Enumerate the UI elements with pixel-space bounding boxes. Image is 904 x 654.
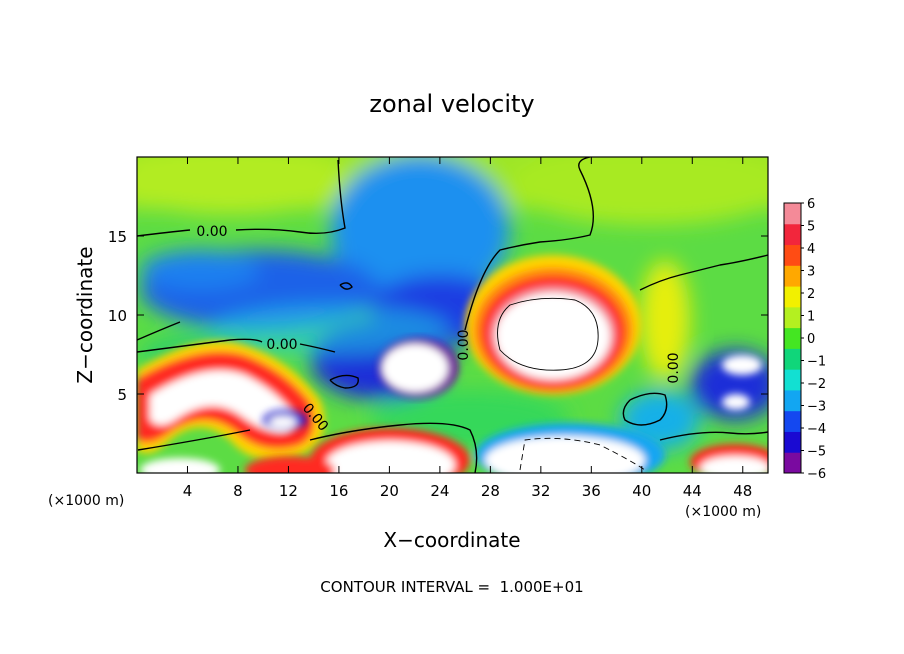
colorbar-tick-label: −3 [807,400,826,415]
x-tick-label: 12 [279,482,298,500]
colorbar-swatch [784,223,801,246]
colorbar-swatch [784,265,801,287]
colorbar-swatch [784,348,801,370]
velocity-field [137,157,768,473]
colorbar-tick-label: −2 [807,377,826,392]
colorbar-tick-label: 2 [807,287,815,302]
y-axis: 5 10 15 [108,228,768,404]
x-axis-label: X−coordinate [383,528,520,552]
x-tick-label: 44 [683,482,702,500]
colorbar-tick-label: 3 [807,265,815,280]
y-tick-label: 15 [108,228,127,246]
x-tick-label: 40 [632,482,651,500]
colorbar-swatch [784,431,801,453]
colorbar-swatch [784,203,801,225]
x-tick-label: 16 [329,482,348,500]
x-unit-right: (×1000 m) [685,504,761,520]
y-tick-label: 10 [108,307,127,325]
colorbar-swatch [784,369,801,391]
x-tick-label: 36 [582,482,601,500]
colorbar-swatch [784,286,801,308]
x-tick-label: 28 [481,482,500,500]
colorbar-swatch [784,306,801,329]
chart-title: zonal velocity [369,90,534,118]
contour-label: 0.00 [266,337,297,353]
colorbar-tick-label: −6 [807,467,826,482]
colorbar-swatch [784,410,801,432]
x-tick-label: 20 [380,482,399,500]
colorbar-tick-label: 1 [807,310,815,325]
colorbar-tick-label: −4 [807,422,826,437]
colorbar-swatch [784,244,801,266]
y-tick-label: 5 [117,386,127,404]
x-tick-label: 48 [733,482,752,500]
x-tick-label: 24 [430,482,449,500]
contour-label: 0.00 [666,352,682,383]
colorbar-swatch [784,389,801,412]
colorbar-tick-label: −5 [807,445,826,460]
contour-label: 0.00 [196,224,227,240]
x-tick-label: 8 [233,482,243,500]
x-tick-label: 32 [531,482,550,500]
colorbar-tick-label: 5 [807,220,815,235]
colorbar-swatch [784,327,801,349]
colorbar-swatch [784,452,801,474]
contour-interval-note: CONTOUR INTERVAL = 1.000E+01 [320,578,583,596]
colorbar-tick-label: 0 [807,332,815,347]
colorbar: 6 5 4 3 2 1 0 −1 −2 −3 −4 −5 −6 [783,197,826,482]
colorbar-tick-label: 6 [807,197,815,212]
contour-label: 0.00 [456,329,472,360]
x-unit-left: (×1000 m) [48,493,124,509]
x-tick-label: 4 [183,482,193,500]
colorbar-tick-label: −1 [807,355,826,370]
y-axis-label: Z−coordinate [73,246,97,383]
colorbar-tick-label: 4 [807,242,815,257]
x-axis: 4 8 12 16 20 24 28 32 36 40 44 48 [183,157,752,500]
